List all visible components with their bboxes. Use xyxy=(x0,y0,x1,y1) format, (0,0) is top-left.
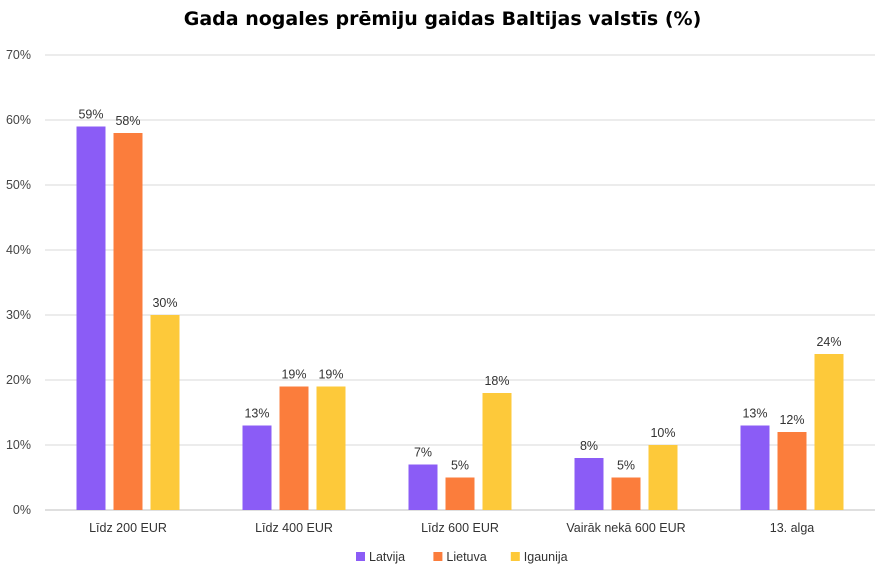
data-label: 8% xyxy=(580,439,598,453)
bar-latvija xyxy=(740,425,770,510)
legend-label: Igaunija xyxy=(524,550,568,564)
data-label: 5% xyxy=(451,459,469,473)
bar-latvija xyxy=(408,464,438,510)
chart-title: Gada nogales prēmiju gaidas Baltijas val… xyxy=(183,8,702,30)
bar-latvija xyxy=(242,425,272,510)
y-tick-label: 70% xyxy=(6,48,31,62)
data-label: 13% xyxy=(742,407,767,421)
x-category-label: Vairāk nekā 600 EUR xyxy=(566,521,685,535)
y-tick-label: 20% xyxy=(6,373,31,387)
data-label: 13% xyxy=(244,407,269,421)
bar-lietuva xyxy=(777,432,807,510)
y-tick-label: 10% xyxy=(6,438,31,452)
data-label: 5% xyxy=(617,459,635,473)
bar-lietuva xyxy=(445,477,475,510)
data-label: 18% xyxy=(484,374,509,388)
bar-latvija xyxy=(76,126,106,510)
bar-lietuva xyxy=(279,386,309,510)
data-label: 7% xyxy=(414,446,432,460)
y-tick-label: 40% xyxy=(6,243,31,257)
x-category-label: Līdz 600 EUR xyxy=(421,521,499,535)
bar-lietuva xyxy=(611,477,641,510)
data-label: 30% xyxy=(152,296,177,310)
x-category-label: Līdz 200 EUR xyxy=(89,521,167,535)
data-label: 10% xyxy=(650,426,675,440)
data-label: 59% xyxy=(78,108,103,122)
data-label: 24% xyxy=(816,335,841,349)
y-tick-label: 0% xyxy=(13,503,31,517)
legend-swatch xyxy=(510,552,520,561)
data-label: 58% xyxy=(115,114,140,128)
data-label: 19% xyxy=(318,368,343,382)
bar-latvija xyxy=(574,458,604,510)
x-category-label: 13. alga xyxy=(770,521,815,535)
y-tick-label: 60% xyxy=(6,113,31,127)
bar-igaunija xyxy=(316,386,346,510)
y-tick-label: 50% xyxy=(6,178,31,192)
bar-igaunija xyxy=(648,445,678,510)
legend-label: Latvija xyxy=(369,550,405,564)
legend-swatch xyxy=(356,552,365,561)
bar-igaunija xyxy=(482,393,512,510)
y-tick-label: 30% xyxy=(6,308,31,322)
bar-igaunija xyxy=(814,354,844,510)
bar-lietuva xyxy=(113,133,143,510)
legend-swatch xyxy=(433,552,443,561)
x-category-label: Līdz 400 EUR xyxy=(255,521,333,535)
data-label: 12% xyxy=(779,413,804,427)
legend-label: Lietuva xyxy=(446,550,486,564)
data-label: 19% xyxy=(281,368,306,382)
bar-igaunija xyxy=(150,315,180,510)
